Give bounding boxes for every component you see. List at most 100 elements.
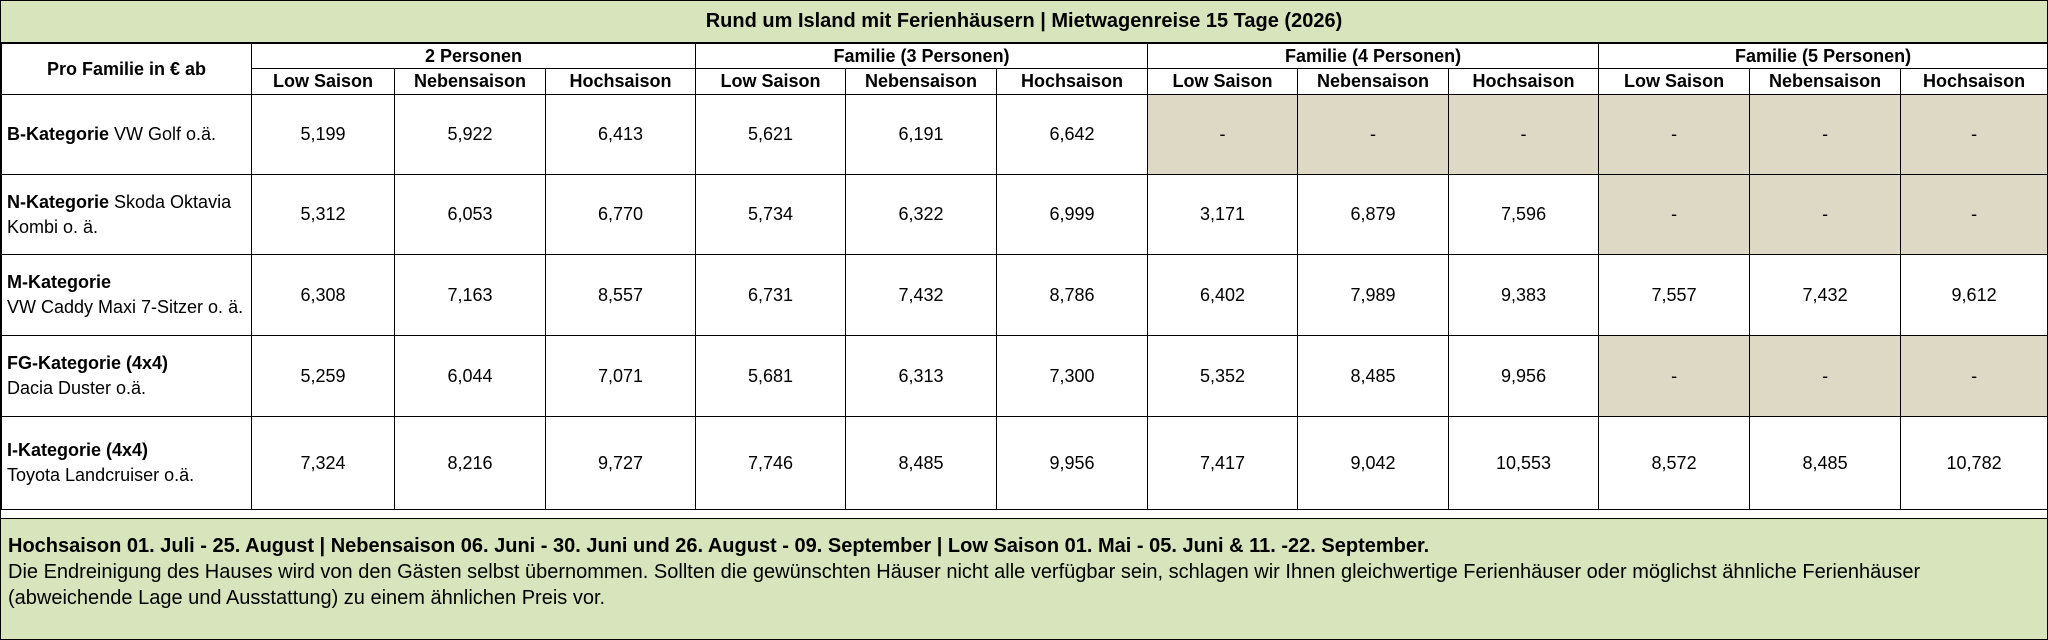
price-cell: 7,300	[996, 335, 1149, 417]
price-cell: 5,621	[695, 94, 847, 175]
season-dates: Hochsaison 01. Juli - 25. August | Neben…	[8, 535, 1430, 557]
price-cell: 8,216	[394, 416, 546, 510]
season-header: Low Saison	[1598, 68, 1751, 95]
price-cell: 6,731	[695, 254, 847, 336]
price-cell: 6,642	[996, 94, 1149, 175]
price-cell: -	[1598, 174, 1751, 255]
price-cell: -	[1147, 94, 1299, 175]
season-header: Nebensaison	[394, 68, 546, 95]
season-header: Low Saison	[251, 68, 395, 95]
season-header: Low Saison	[695, 68, 847, 95]
season-header: Hochsaison	[544, 68, 697, 95]
price-cell: -	[1900, 94, 2048, 175]
table-body: B-Kategorie VW Golf o.ä. 5,199 5,922 6,413 5…	[1, 94, 2048, 510]
season-header: Hochsaison	[1900, 68, 2048, 95]
season-header: Nebensaison	[1749, 68, 1902, 95]
price-cell: 6,413	[544, 94, 697, 175]
price-cell: 10,782	[1900, 416, 2048, 510]
price-cell: -	[1598, 335, 1751, 417]
table-row: B-Kategorie VW Golf o.ä. 5,199 5,922 6,413 5…	[1, 94, 2048, 175]
season-header: Nebensaison	[845, 68, 998, 95]
corner-label: Pro Familie in € ab	[1, 43, 252, 95]
price-cell: 7,746	[695, 416, 847, 510]
price-cell: -	[1900, 335, 2048, 417]
season-header: Low Saison	[1147, 68, 1299, 95]
price-cell: 9,956	[1448, 335, 1600, 417]
category-label: M-Kategorie VW Caddy Maxi 7-Sitzer o. ä.	[1, 254, 252, 336]
table-row: M-Kategorie VW Caddy Maxi 7-Sitzer o. ä. 6…	[1, 254, 2048, 336]
footer-notes: Hochsaison 01. Juli - 25. August | Neben…	[1, 518, 2047, 639]
price-cell: -	[1297, 94, 1450, 175]
price-cell: 7,163	[394, 254, 546, 336]
category-vehicle: Skoda Oktavia Kombi o. ä.	[7, 191, 232, 237]
price-cell: 9,727	[544, 416, 697, 510]
price-cell: 6,770	[544, 174, 697, 255]
category-vehicle: VW Caddy Maxi 7-Sitzer o. ä.	[7, 297, 244, 317]
price-cell: 8,786	[996, 254, 1149, 336]
price-cell: 5,199	[251, 94, 395, 175]
price-cell: 6,313	[845, 335, 998, 417]
category-label: FG-Kategorie (4x4) Dacia Duster o.ä.	[1, 335, 252, 417]
price-cell: -	[1749, 335, 1902, 417]
price-cell: 5,734	[695, 174, 847, 255]
price-cell: -	[1749, 174, 1902, 255]
price-cell: 8,485	[845, 416, 998, 510]
price-cell: 7,596	[1448, 174, 1600, 255]
table-row: I-Kategorie (4x4) Toyota Landcruiser o.ä.…	[1, 416, 2048, 510]
price-cell: 6,044	[394, 335, 546, 417]
price-cell: 9,956	[996, 416, 1149, 510]
price-cell: 6,191	[845, 94, 998, 175]
category-name: N-Kategorie	[7, 191, 110, 212]
season-header: Nebensaison	[1297, 68, 1450, 95]
price-cell: 7,324	[251, 416, 395, 510]
price-cell: -	[1749, 94, 1902, 175]
price-cell: 6,308	[251, 254, 395, 336]
table-row: FG-Kategorie (4x4) Dacia Duster o.ä. 5,259…	[1, 335, 2048, 417]
price-cell: 5,312	[251, 174, 395, 255]
season-header: Hochsaison	[996, 68, 1149, 95]
season-header: Hochsaison	[1448, 68, 1600, 95]
season-header-row: Low Saison Nebensaison Hochsaison Low Saiso…	[2, 68, 2048, 95]
category-label: B-Kategorie VW Golf o.ä.	[1, 94, 252, 175]
category-vehicle: VW Golf o.ä.	[109, 124, 217, 144]
price-cell: 7,989	[1297, 254, 1450, 336]
table-title: Rund um Island mit Ferienhäusern | Mietw…	[1, 1, 2047, 43]
price-cell: 7,557	[1598, 254, 1751, 336]
category-name: M-Kategorie	[7, 272, 112, 292]
category-vehicle: Dacia Duster o.ä.	[7, 378, 147, 398]
price-cell: 8,557	[544, 254, 697, 336]
price-cell: 6,879	[1297, 174, 1450, 255]
price-cell: 9,612	[1900, 254, 2048, 336]
category-name: I-Kategorie (4x4)	[7, 440, 149, 460]
group-header: Familie (4 Personen)	[1147, 43, 1600, 69]
price-cell: 8,572	[1598, 416, 1751, 510]
price-cell: -	[1448, 94, 1600, 175]
price-cell: -	[1598, 94, 1751, 175]
price-table: Pro Familie in € ab 2 Personen Familie (…	[1, 43, 2048, 510]
group-header: Familie (5 Personen)	[1598, 43, 2048, 69]
price-cell: 5,922	[394, 94, 546, 175]
category-label: I-Kategorie (4x4) Toyota Landcruiser o.ä.	[1, 416, 252, 510]
group-header: 2 Personen	[250, 43, 697, 69]
price-cell: 6,402	[1147, 254, 1299, 336]
price-cell: -	[1900, 174, 2048, 255]
footer-text: Die Endreinigung des Hauses wird von den…	[8, 561, 1921, 609]
category-vehicle: Toyota Landcruiser o.ä.	[7, 465, 195, 485]
group-header: Familie (3 Personen)	[695, 43, 1149, 69]
category-name: FG-Kategorie (4x4)	[7, 353, 169, 373]
price-cell: 3,171	[1147, 174, 1299, 255]
price-cell: 7,432	[1749, 254, 1902, 336]
price-cell: 6,999	[996, 174, 1149, 255]
price-cell: 9,042	[1297, 416, 1450, 510]
price-cell: 5,681	[695, 335, 847, 417]
price-cell: 8,485	[1749, 416, 1902, 510]
price-cell: 6,053	[394, 174, 546, 255]
table-row: N-Kategorie Skoda Oktavia Kombi o. ä. 5,3…	[1, 174, 2048, 255]
price-cell: 7,417	[1147, 416, 1299, 510]
price-cell: 6,322	[845, 174, 998, 255]
price-cell: 5,259	[251, 335, 395, 417]
price-cell: 10,553	[1448, 416, 1600, 510]
category-name: B-Kategorie	[7, 124, 110, 144]
price-cell: 5,352	[1147, 335, 1299, 417]
